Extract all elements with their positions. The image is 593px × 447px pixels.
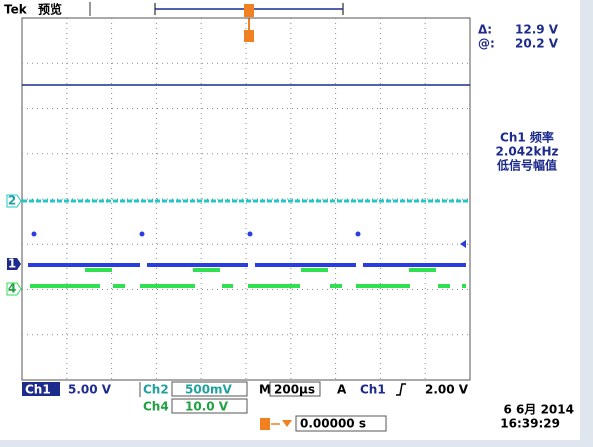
ch2-box (171, 381, 248, 397)
ch1-spikes (31, 231, 466, 248)
ch2-marker-label: 2 (8, 194, 16, 208)
screen-bg (0, 0, 580, 440)
position-box (295, 415, 387, 432)
record-bracket (154, 3, 344, 17)
ch4-box (171, 398, 248, 414)
ch4-marker-label: 4 (8, 282, 16, 296)
at-value: 20.2 V (515, 37, 559, 51)
ch1-marker: 1 (7, 257, 21, 271)
ch1-marker-label: 1 (8, 257, 16, 271)
measurement-note: 低信号幅值 (496, 158, 557, 173)
timebase: 200µs (274, 383, 315, 397)
trigger-source: Ch1 (360, 383, 386, 397)
time: 16:39:29 (500, 417, 560, 431)
ch4-trace (30, 268, 466, 288)
trigger-slope (396, 383, 406, 396)
ch1-scale: 5.00 V (68, 383, 112, 397)
delta-value: 12.9 V (515, 23, 559, 37)
ch4-scale: 10.0 V (185, 400, 229, 414)
timebase-box (269, 381, 321, 397)
position-icon (260, 418, 292, 430)
brand: Tek (4, 3, 28, 17)
delta-label: Δ: (478, 23, 492, 37)
ch1-name: Ch1 (25, 383, 51, 397)
graticule (21, 17, 471, 381)
measurement-value: 2.042kHz (496, 145, 559, 159)
position: 0.00000 s (300, 417, 366, 431)
ch2-marker: 2 (6, 194, 22, 208)
measurement-label: Ch1 频率 (500, 130, 554, 145)
ch1-badge (22, 382, 60, 396)
date: 6 6月 2014 (504, 403, 574, 417)
ch4-name: Ch4 (143, 400, 169, 414)
ch2-scale: 500mV (185, 383, 233, 397)
ch2-name: Ch2 (143, 383, 169, 397)
at-label: @: (478, 37, 495, 51)
ch4-marker: 4 (6, 282, 22, 296)
trigger-level: 2.00 V (425, 383, 469, 397)
timebase-label: M (259, 383, 271, 397)
mode: 预览 (38, 2, 62, 17)
trigger-label: A (337, 383, 347, 397)
trigger-position-marker (244, 18, 254, 42)
